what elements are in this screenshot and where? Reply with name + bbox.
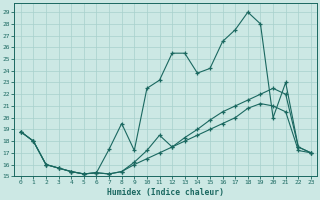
X-axis label: Humidex (Indice chaleur): Humidex (Indice chaleur) [107, 188, 224, 197]
